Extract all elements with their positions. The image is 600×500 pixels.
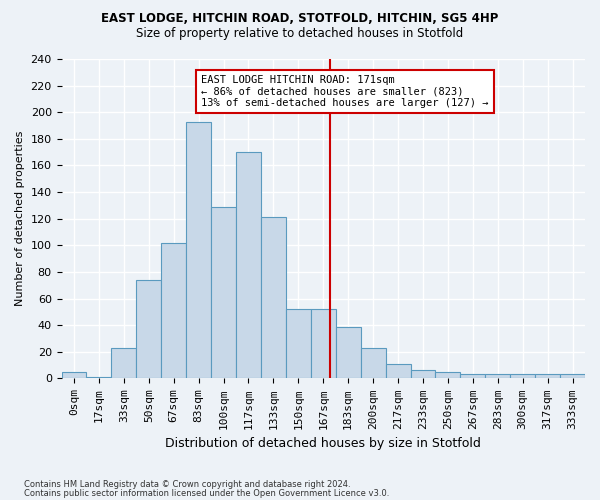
Bar [286, 309, 311, 378]
Text: Contains public sector information licensed under the Open Government Licence v3: Contains public sector information licen… [24, 488, 389, 498]
Text: Size of property relative to detached houses in Stotfold: Size of property relative to detached ho… [136, 28, 464, 40]
Bar [261, 218, 286, 378]
Bar [510, 374, 535, 378]
Bar [136, 280, 161, 378]
Bar [112, 348, 136, 378]
X-axis label: Distribution of detached houses by size in Stotfold: Distribution of detached houses by size … [166, 437, 481, 450]
Bar [236, 152, 261, 378]
Bar [311, 309, 336, 378]
Bar [86, 377, 112, 378]
Bar [62, 372, 86, 378]
Bar [211, 206, 236, 378]
Bar [560, 374, 585, 378]
Bar [485, 374, 510, 378]
Bar [336, 326, 361, 378]
Text: EAST LODGE, HITCHIN ROAD, STOTFOLD, HITCHIN, SG5 4HP: EAST LODGE, HITCHIN ROAD, STOTFOLD, HITC… [101, 12, 499, 26]
Bar [386, 364, 410, 378]
Bar [361, 348, 386, 378]
Text: Contains HM Land Registry data © Crown copyright and database right 2024.: Contains HM Land Registry data © Crown c… [24, 480, 350, 489]
Bar [186, 122, 211, 378]
Bar [161, 242, 186, 378]
Y-axis label: Number of detached properties: Number of detached properties [15, 131, 25, 306]
Text: EAST LODGE HITCHIN ROAD: 171sqm
← 86% of detached houses are smaller (823)
13% o: EAST LODGE HITCHIN ROAD: 171sqm ← 86% of… [201, 75, 488, 108]
Bar [460, 374, 485, 378]
Bar [436, 372, 460, 378]
Bar [410, 370, 436, 378]
Bar [535, 374, 560, 378]
